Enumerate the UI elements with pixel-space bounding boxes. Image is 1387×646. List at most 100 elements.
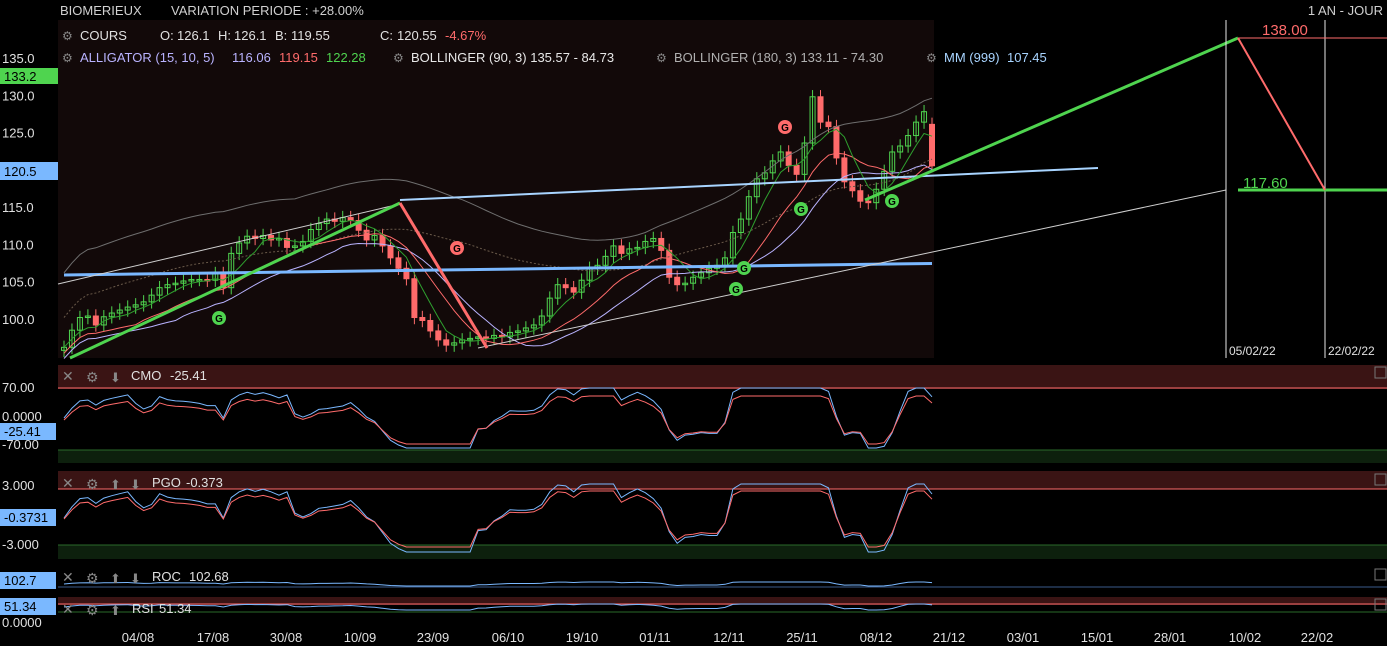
last-price-axis-badge xyxy=(0,162,58,180)
cmo-signal-line xyxy=(63,395,933,445)
gear-icon[interactable]: ⚙ xyxy=(86,369,99,385)
trendline-upper-thin xyxy=(57,203,401,285)
roc-name: ROC xyxy=(152,569,181,584)
gear-icon[interactable]: ⚙ xyxy=(926,51,937,65)
candle-body xyxy=(602,255,609,266)
price-layer xyxy=(61,90,935,358)
rsi-tick-zero: 0.0000 xyxy=(2,615,42,630)
candle-body xyxy=(530,324,537,329)
gear-icon[interactable]: ⚙ xyxy=(62,29,73,43)
candle-body xyxy=(889,151,896,172)
x-tick-label: 08/12 xyxy=(860,630,893,645)
arrow-down-icon[interactable]: ⬇ xyxy=(130,477,141,492)
pgo-maximize-button[interactable] xyxy=(1374,473,1387,486)
candle-body xyxy=(299,240,306,247)
close-icon[interactable]: ✕ xyxy=(62,601,74,617)
y-tick-label: 100.0 xyxy=(2,312,35,327)
candle-body xyxy=(100,316,107,326)
y-tick-label: 130.0 xyxy=(2,88,35,103)
mm-999-line xyxy=(63,261,933,277)
rsi-maximize-button[interactable] xyxy=(1374,598,1387,611)
signal-marker xyxy=(794,202,808,216)
period-text[interactable]: 1 AN - JOUR xyxy=(1308,3,1383,18)
pgo-line xyxy=(63,483,933,553)
candle-body xyxy=(180,280,187,284)
x-tick-label: 21/12 xyxy=(933,630,966,645)
pgo-axis-badge xyxy=(0,509,56,526)
cmo-maximize-button[interactable] xyxy=(1374,366,1387,379)
target-low-label: 117.60 xyxy=(1243,175,1288,192)
candle-body xyxy=(753,178,760,198)
candle-body xyxy=(228,252,235,289)
candle-body xyxy=(427,319,434,332)
resistance-line xyxy=(399,167,1099,201)
candle-body xyxy=(881,170,888,190)
candle-body xyxy=(443,339,450,346)
y-tick-label: 115.0 xyxy=(2,200,34,215)
close-icon[interactable]: ✕ xyxy=(62,368,74,384)
candle-body xyxy=(785,151,792,166)
candle-body xyxy=(124,306,131,311)
downtrend-line xyxy=(398,202,489,349)
close-icon[interactable]: ✕ xyxy=(62,569,74,585)
cmo-name: CMO xyxy=(131,368,161,383)
gear-icon[interactable]: ⚙ xyxy=(86,476,99,492)
alligator-lips: 122.28 xyxy=(326,50,366,65)
arrow-down-icon[interactable]: ⬇ xyxy=(110,370,121,385)
open-value: 126.1 xyxy=(177,28,210,43)
low-value: 119.55 xyxy=(291,28,330,43)
candle-body xyxy=(132,304,139,308)
candle-body xyxy=(817,96,824,123)
gear-icon[interactable]: ⚙ xyxy=(86,570,99,586)
candle-body xyxy=(554,284,561,299)
gear-icon[interactable]: ⚙ xyxy=(62,51,73,65)
cmo-value: -25.41 xyxy=(170,368,207,383)
candle-body xyxy=(913,121,920,137)
bollinger-mid-line xyxy=(63,158,933,318)
candle-body xyxy=(395,257,402,269)
candle-body xyxy=(188,278,195,282)
mm-value: 107.45 xyxy=(1007,50,1047,65)
cmo-tick-high: 70.00 xyxy=(2,380,35,395)
candle-body xyxy=(355,220,362,231)
roc-axis-label: 102.7 xyxy=(4,573,37,588)
candle-body xyxy=(690,276,697,284)
candle-body xyxy=(650,237,657,242)
rsi-name: RSI xyxy=(132,601,154,616)
x-tick-label: 30/08 xyxy=(270,630,303,645)
gear-icon[interactable]: ⚙ xyxy=(656,51,667,65)
rsi-axis-badge xyxy=(0,598,56,615)
cmo-axis-label: -25.41 xyxy=(4,424,41,439)
arrow-up-icon[interactable]: ⬆ xyxy=(110,571,121,586)
candle-body xyxy=(538,315,545,326)
candle-body xyxy=(841,157,848,183)
candle-body xyxy=(698,272,705,278)
gear-icon[interactable]: ⚙ xyxy=(393,51,404,65)
last-price-axis-label: 120.5 xyxy=(4,164,37,179)
candle-body xyxy=(809,96,816,144)
candle-body xyxy=(897,145,904,153)
pgo-value: -0.373 xyxy=(186,475,223,490)
close-icon[interactable]: ✕ xyxy=(62,475,74,491)
pgo-tick-high: 3.000 xyxy=(2,478,35,493)
candle-body xyxy=(164,284,171,289)
rsi-axis-label: 51.34 xyxy=(4,599,37,614)
pgo-header-bg xyxy=(58,471,1387,489)
alligator-teeth: 119.15 xyxy=(279,50,318,65)
gear-icon[interactable]: ⚙ xyxy=(86,602,99,618)
signal-marker xyxy=(729,282,743,296)
signal-marker xyxy=(212,311,226,325)
arrow-up-icon[interactable]: ⬆ xyxy=(110,603,121,618)
roc-axis-badge xyxy=(0,572,56,589)
x-tick-label: 23/09 xyxy=(417,630,450,645)
pgo-tick-low: -3.000 xyxy=(2,537,39,552)
x-tick-label: 03/01 xyxy=(1007,630,1040,645)
arrow-up-icon[interactable]: ⬆ xyxy=(110,477,121,492)
arrow-down-icon[interactable]: ⬇ xyxy=(130,571,141,586)
candle-body xyxy=(172,282,179,286)
roc-maximize-button[interactable] xyxy=(1374,568,1387,581)
close-label: C: xyxy=(380,28,393,43)
bollinger2-label: BOLLINGER (180, 3) 133.11 - 74.30 xyxy=(674,50,883,65)
candle-body xyxy=(562,284,569,289)
candle-body xyxy=(108,312,115,318)
